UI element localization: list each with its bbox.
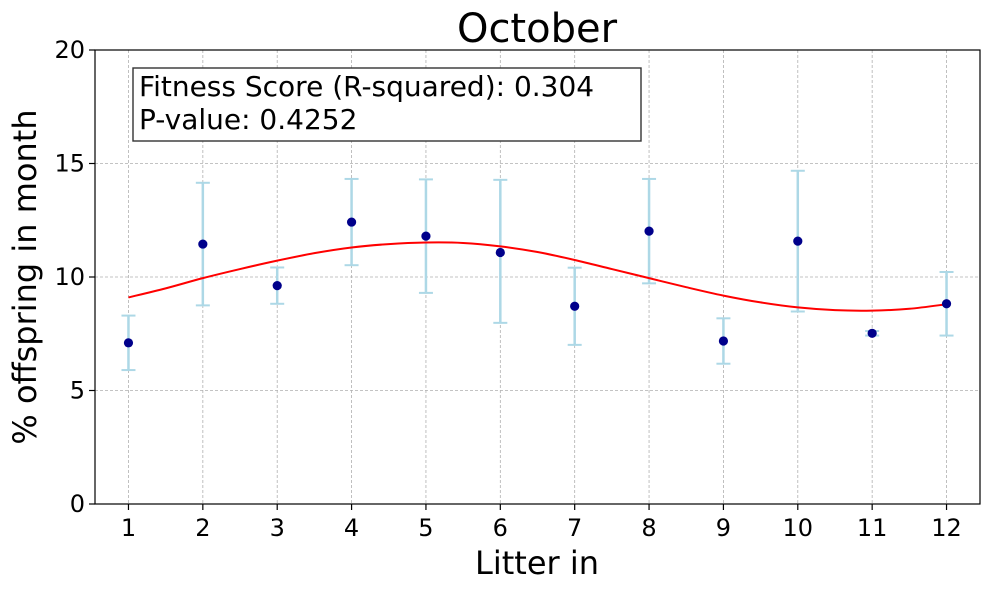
x-tick-label: 12 <box>931 514 962 542</box>
x-tick-label: 1 <box>121 514 136 542</box>
y-tick-label: 0 <box>70 490 85 518</box>
stats-r-squared: Fitness Score (R-squared): 0.304 <box>139 70 594 103</box>
x-tick-label: 5 <box>418 514 433 542</box>
stats-box-frame <box>132 67 642 142</box>
data-point <box>198 239 208 249</box>
y-tick-label: 20 <box>54 36 85 64</box>
x-tick-label: 6 <box>493 514 508 542</box>
data-point <box>867 328 877 338</box>
data-point <box>272 281 282 291</box>
chart-title: October <box>457 6 618 52</box>
stats-box: Fitness Score (R-squared): 0.304 P-value… <box>132 67 642 142</box>
x-axis-ticks: 1 2 3 4 5 6 7 8 9 10 11 12 <box>121 504 962 542</box>
x-tick-label: 10 <box>783 514 814 542</box>
x-axis-label: Litter in <box>475 544 599 582</box>
error-bars <box>121 169 954 372</box>
x-tick-label: 4 <box>344 514 359 542</box>
data-point <box>346 217 357 227</box>
data-point <box>495 247 505 258</box>
data-points <box>123 217 952 348</box>
x-tick-label: 7 <box>567 514 582 542</box>
y-tick-label: 5 <box>70 377 85 405</box>
data-point <box>421 231 431 241</box>
data-point <box>570 301 580 311</box>
y-axis-label: % offspring in month <box>6 109 44 444</box>
x-tick-label: 3 <box>270 514 285 542</box>
stats-p-value: P-value: 0.4252 <box>139 103 357 136</box>
data-point <box>123 338 134 348</box>
x-tick-label: 9 <box>716 514 731 542</box>
y-tick-label: 15 <box>54 150 85 178</box>
x-tick-label: 8 <box>641 514 656 542</box>
x-tick-label: 2 <box>195 514 210 542</box>
fit-curve <box>128 241 947 312</box>
data-point <box>718 336 729 346</box>
data-point <box>941 299 952 309</box>
data-point <box>644 226 654 236</box>
y-tick-label: 10 <box>54 263 85 291</box>
data-point <box>793 236 803 246</box>
y-axis-ticks: 0 5 10 15 20 <box>54 36 95 518</box>
x-tick-label: 11 <box>857 514 888 542</box>
